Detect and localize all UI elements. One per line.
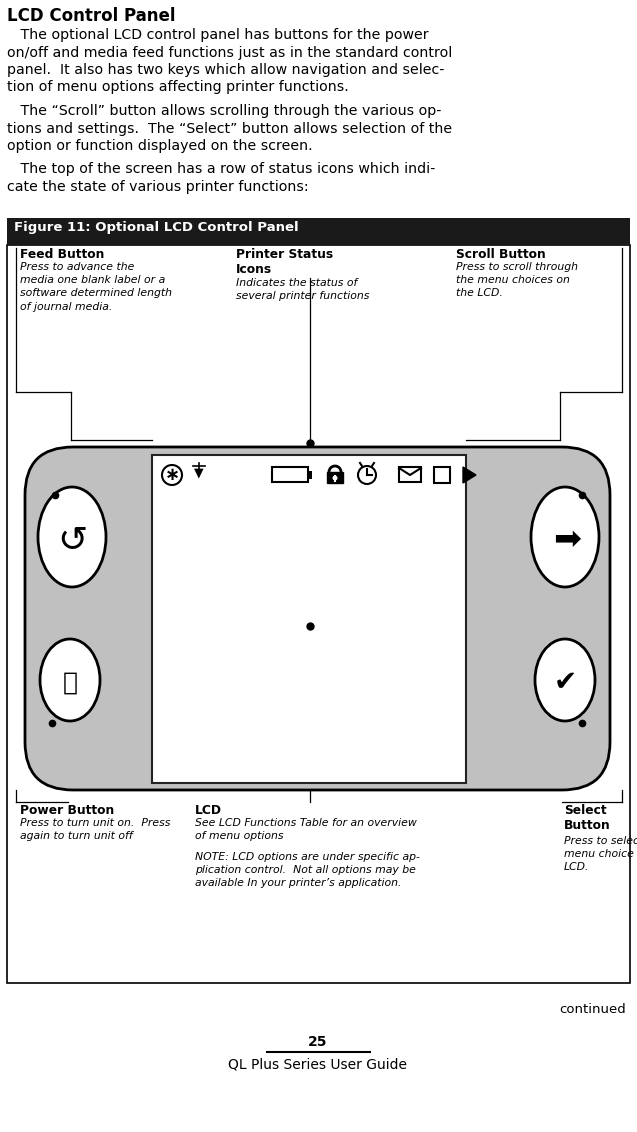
FancyBboxPatch shape — [25, 447, 610, 790]
Text: on/off and media feed functions just as in the standard control: on/off and media feed functions just as … — [7, 45, 452, 60]
Text: 25: 25 — [308, 1035, 328, 1049]
Text: Press to scroll through
the menu choices on
the LCD.: Press to scroll through the menu choices… — [456, 261, 578, 299]
Ellipse shape — [40, 638, 100, 721]
Text: panel.  It also has two keys which allow navigation and selec-: panel. It also has two keys which allow … — [7, 63, 445, 77]
Text: option or function displayed on the screen.: option or function displayed on the scre… — [7, 139, 313, 153]
Bar — [7, 218, 630, 245]
Text: NOTE: LCD options are under specific ap-
plication control.  Not all options may: NOTE: LCD options are under specific ap-… — [195, 852, 420, 889]
Text: ⏻: ⏻ — [62, 671, 78, 695]
Text: ↺: ↺ — [57, 523, 87, 557]
Text: QL Plus Series User Guide: QL Plus Series User Guide — [229, 1057, 408, 1071]
Bar — [327, 472, 343, 483]
Bar — [7, 245, 630, 983]
Text: Printer Status
Icons: Printer Status Icons — [236, 248, 333, 276]
Text: LCD Control Panel: LCD Control Panel — [7, 7, 176, 25]
Text: Select
Button: Select Button — [564, 804, 611, 832]
Ellipse shape — [38, 487, 106, 588]
Text: Scroll Button: Scroll Button — [456, 248, 546, 261]
Text: Power Button: Power Button — [20, 804, 114, 817]
Text: tion of menu options affecting printer functions.: tion of menu options affecting printer f… — [7, 80, 348, 94]
Text: LCD: LCD — [195, 804, 222, 817]
Text: ✔: ✔ — [554, 668, 576, 696]
Circle shape — [358, 466, 376, 484]
Polygon shape — [463, 468, 476, 483]
Text: Figure 11: Optional LCD Control Panel: Figure 11: Optional LCD Control Panel — [14, 221, 299, 234]
Text: Press to advance the
media one blank label or a
software determined length
of jo: Press to advance the media one blank lab… — [20, 261, 172, 311]
Text: Indicates the status of
several printer functions: Indicates the status of several printer … — [236, 278, 369, 301]
Circle shape — [333, 475, 338, 480]
Text: ➡: ➡ — [553, 523, 581, 557]
Text: cate the state of various printer functions:: cate the state of various printer functi… — [7, 180, 308, 194]
Ellipse shape — [535, 638, 595, 721]
Text: The top of the screen has a row of status icons which indi-: The top of the screen has a row of statu… — [7, 163, 435, 177]
Bar — [272, 468, 308, 482]
Bar — [399, 468, 421, 482]
Text: ∗: ∗ — [164, 466, 180, 484]
Ellipse shape — [531, 487, 599, 588]
Text: Press to turn unit on.  Press
again to turn unit off: Press to turn unit on. Press again to tu… — [20, 818, 170, 841]
Text: Press to select a
menu choice on the
LCD.: Press to select a menu choice on the LCD… — [564, 837, 637, 873]
Text: tions and settings.  The “Select” button allows selection of the: tions and settings. The “Select” button … — [7, 121, 452, 136]
Text: ▼: ▼ — [194, 466, 204, 480]
Bar — [152, 455, 466, 783]
Text: The “Scroll” button allows scrolling through the various op-: The “Scroll” button allows scrolling thr… — [7, 104, 441, 118]
Bar — [308, 471, 312, 479]
Text: continued: continued — [559, 1003, 626, 1017]
Text: The optional LCD control panel has buttons for the power: The optional LCD control panel has butto… — [7, 28, 429, 42]
Bar — [434, 468, 450, 483]
Text: Feed Button: Feed Button — [20, 248, 104, 261]
Text: See LCD Functions Table for an overview
of menu options: See LCD Functions Table for an overview … — [195, 818, 417, 841]
